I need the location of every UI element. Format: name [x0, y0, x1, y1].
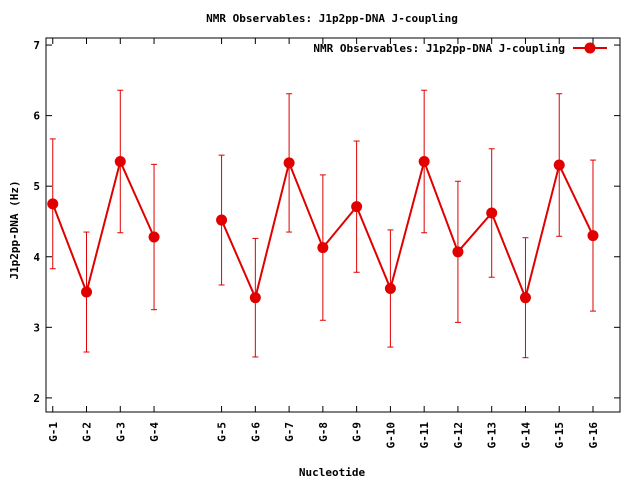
data-point: [452, 246, 464, 258]
x-tick-label: G-2: [81, 422, 94, 442]
legend: NMR Observables: J1p2pp-DNA J-coupling: [313, 42, 607, 55]
axis-ticks: 2 3 4 5 6 7 G-1 G-2 G-3 G-4 G-5 G-6 G-7 G-8 G-9 G-10 G-1…: [33, 38, 620, 449]
data-point: [216, 214, 228, 226]
data-point: [553, 159, 565, 171]
y-axis-label: J1p2pp-DNA (Hz): [8, 180, 21, 279]
data-point: [519, 292, 531, 304]
x-tick-label: G-3: [114, 422, 127, 442]
x-axis-label: Nucleotide: [299, 466, 366, 479]
y-tick-label: 7: [33, 39, 40, 52]
x-tick-label: G-13: [486, 422, 499, 449]
data-point: [317, 242, 329, 254]
series-line: [220, 158, 594, 301]
x-tick-label: G-5: [216, 422, 229, 442]
data-point: [283, 157, 295, 169]
x-tick-label: G-9: [351, 422, 364, 442]
x-tick-label: G-4: [148, 422, 161, 442]
y-tick-label: 4: [33, 251, 40, 264]
plot-frame: [45, 37, 621, 413]
data-point: [351, 201, 363, 213]
data-point: [114, 155, 126, 167]
data-point: [418, 155, 430, 167]
y-tick-label: 2: [33, 392, 40, 405]
y-tick-label: 3: [33, 321, 40, 334]
x-tick-label: G-11: [418, 422, 431, 449]
x-tick-label: G-15: [553, 422, 566, 449]
x-tick-label: G-6: [249, 422, 262, 442]
x-tick-label: G-16: [587, 422, 600, 449]
y-tick-label: 5: [33, 180, 40, 193]
chart-title: NMR Observables: J1p2pp-DNA J-coupling: [206, 12, 458, 25]
y-tick-label: 6: [33, 110, 40, 123]
x-tick-label: G-12: [452, 422, 465, 449]
data-point: [47, 198, 59, 210]
legend-marker: [584, 42, 596, 54]
data-point: [148, 231, 160, 243]
data-series: [47, 89, 599, 359]
x-tick-label: G-14: [519, 422, 532, 449]
x-tick-label: G-10: [384, 422, 397, 449]
data-point: [81, 286, 93, 298]
data-point: [249, 292, 261, 304]
legend-label: NMR Observables: J1p2pp-DNA J-coupling: [313, 42, 565, 55]
x-tick-label: G-7: [283, 422, 296, 442]
data-point: [587, 230, 599, 242]
x-tick-label: G-1: [47, 422, 60, 442]
x-tick-label: G-8: [317, 422, 330, 442]
data-point: [486, 207, 498, 219]
data-point: [384, 283, 396, 295]
series-line: [51, 158, 155, 296]
